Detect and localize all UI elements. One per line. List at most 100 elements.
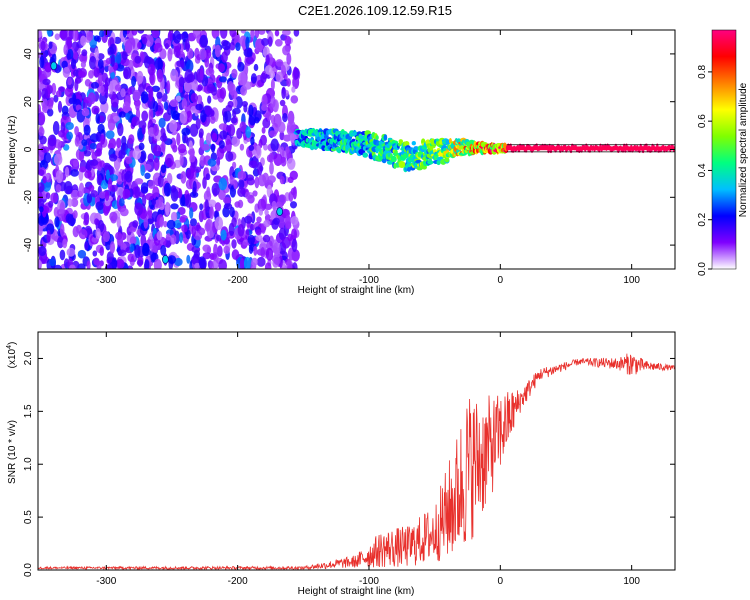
heatmap-cell [231, 217, 237, 228]
heatmap-cell [40, 146, 50, 153]
heatmap-cell [38, 126, 45, 137]
heatmap-cell [293, 30, 300, 37]
heatmap-cell [64, 87, 74, 97]
heatmap-cell [151, 199, 156, 206]
heatmap-cell [195, 118, 201, 130]
heatmap-cell [261, 38, 269, 46]
heatmap-cell [205, 132, 212, 145]
colorbar-tick-label: 0.8 [697, 64, 708, 78]
heatmap-cell [263, 219, 271, 228]
heatmap-cell [239, 258, 245, 269]
heatmap-cell [58, 130, 66, 138]
heatmap-cell [146, 218, 154, 225]
heatmap-cell [135, 100, 140, 111]
heatmap-cell [413, 146, 419, 151]
heatmap-cell [153, 123, 160, 137]
heatmap-cell [81, 139, 88, 147]
heatmap-cell [184, 69, 193, 84]
heatmap-cell [190, 92, 198, 103]
heatmap-cell [148, 108, 154, 122]
heatmap-cell [118, 198, 125, 207]
snr-frame [37, 331, 676, 571]
heatmap-cell [285, 215, 292, 229]
heatmap-cell [138, 142, 145, 151]
heatmap-cell [291, 238, 298, 253]
heatmap-cell [257, 30, 266, 35]
heatmap-cell [153, 42, 163, 53]
heatmap-cell [268, 130, 277, 137]
heatmap-cell [229, 30, 237, 38]
heatmap-cell [245, 36, 250, 50]
heatmap-cell [86, 193, 93, 204]
heatmap-cell [73, 51, 78, 60]
heatmap-cell [436, 160, 441, 166]
heatmap-cell [427, 160, 434, 165]
heatmap-cell [179, 216, 187, 223]
heatmap-cell [46, 99, 54, 107]
heatmap-cell [157, 208, 165, 217]
heatmap-cell [264, 262, 272, 269]
colorbar-label: Normalized spectral amplitude [738, 82, 749, 217]
heatmap-cell [210, 86, 218, 96]
heatmap-cell [264, 209, 269, 216]
heatmap-cell [248, 160, 258, 168]
heatmap-cell [147, 179, 156, 189]
x-tick-label: 100 [623, 576, 640, 587]
heatmap-cell [110, 54, 115, 67]
heatmap-cell [214, 44, 221, 58]
heatmap-cell [93, 257, 100, 266]
heatmap-cell [247, 234, 255, 245]
heatmap-cell [185, 110, 193, 123]
heatmap-cell [218, 123, 227, 130]
heatmap-cell [256, 256, 266, 267]
heatmap-cell [248, 245, 254, 254]
heatmap-cell [125, 170, 133, 183]
heatmap-cell [71, 198, 79, 208]
heatmap-cell [179, 110, 188, 124]
heatmap-cell [290, 216, 299, 226]
heatmap-cell [157, 175, 165, 188]
heatmap-cell [62, 66, 71, 78]
heatmap-cell [98, 72, 103, 87]
heatmap-cell [180, 171, 187, 184]
heatmap-cell [204, 199, 209, 213]
heatmap-cell [239, 121, 247, 132]
heatmap-cell [38, 182, 45, 193]
heatmap-cell [176, 60, 184, 67]
heatmap-cell [132, 89, 141, 101]
heatmap-cell [266, 111, 272, 122]
heatmap-cell [250, 30, 255, 39]
heatmap-cell [209, 206, 215, 220]
y-tick-label: 40 [23, 48, 34, 60]
heatmap-cell [261, 224, 266, 234]
heatmap-cell [218, 188, 226, 200]
heatmap-cell [206, 186, 211, 198]
heatmap-cell [255, 229, 262, 236]
y-tick-label: 1.5 [23, 404, 34, 418]
heatmap-cell [160, 164, 167, 174]
heatmap-cell [95, 113, 100, 124]
heatmap-cell [169, 120, 178, 133]
heatmap-cell [211, 132, 218, 142]
heatmap-cell [43, 152, 52, 164]
heatmap-cell [39, 135, 47, 145]
heatmap-cell [153, 157, 160, 171]
heatmap-cell [186, 168, 195, 180]
heatmap-cell [238, 179, 245, 190]
heatmap-cell [273, 153, 283, 167]
heatmap-cell [231, 249, 240, 260]
heatmap-cell [121, 51, 128, 61]
heatmap-cell [57, 236, 64, 249]
heatmap-cell [90, 190, 99, 198]
heatmap-cell [68, 97, 78, 105]
heatmap-cell [105, 130, 115, 140]
heatmap-cell [275, 59, 284, 67]
heatmap-cell [219, 87, 227, 99]
heatmap-cell [231, 68, 238, 79]
heatmap-cell [66, 131, 73, 140]
heatmap-cell [290, 187, 296, 196]
svg-text:(x104): (x104) [6, 342, 18, 369]
heatmap-cell [107, 177, 113, 192]
heatmap-cell [282, 112, 288, 123]
heatmap-cell [266, 154, 273, 163]
